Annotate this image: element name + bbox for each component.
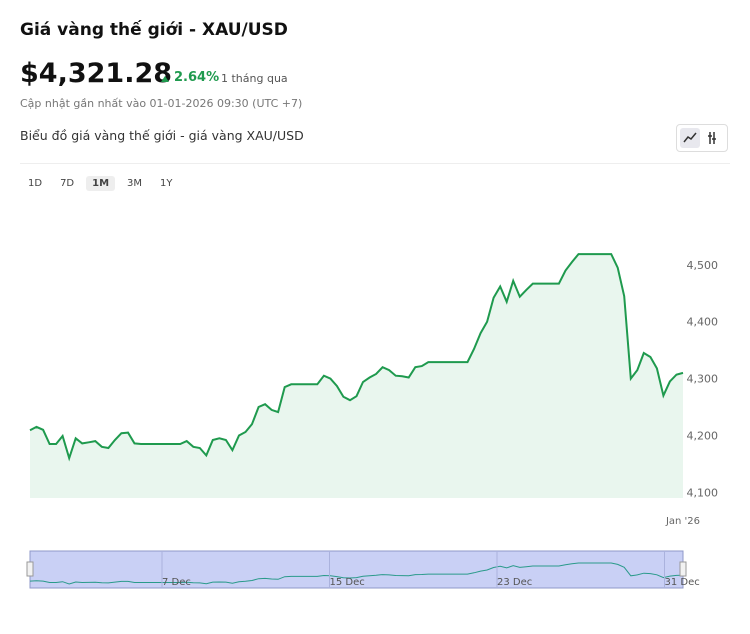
y-tick-label: 4,100 [687, 486, 719, 499]
navigator-handle[interactable] [26, 561, 34, 577]
chart-heading: Biểu đồ giá vàng thế giới - giá vàng XAU… [20, 128, 304, 143]
title: Giá vàng thế giới - XAU/USD [20, 20, 288, 40]
tool-icons[interactable] [677, 125, 727, 151]
price: $4,321.28 [20, 58, 173, 89]
price-line [29, 253, 684, 462]
navigator-label: 15 Dec [330, 577, 365, 588]
range-button[interactable]: 1M [86, 176, 116, 191]
separator [20, 163, 730, 164]
area [30, 254, 683, 498]
range-button[interactable]: 7D [60, 178, 75, 189]
navigator [29, 550, 684, 589]
up-arrow [161, 76, 169, 82]
navigator-line [29, 562, 684, 585]
x-tick-label: Jan '26 [665, 516, 700, 527]
change: 2.64% [174, 70, 220, 85]
y-tick-label: 4,400 [687, 316, 719, 329]
range-buttons: 1D 7D 1M 3M 1Y [22, 176, 179, 191]
range-button[interactable]: 1D [28, 178, 43, 189]
y-tick-label: 4,200 [687, 429, 719, 442]
navigator-handle[interactable] [679, 561, 687, 577]
y-tick-label: 4,500 [687, 259, 719, 272]
range-button[interactable]: 1Y [160, 178, 173, 189]
range-button[interactable]: 3M [127, 178, 143, 189]
navigator-label: 23 Dec [497, 577, 532, 588]
y-tick-label: 4,300 [687, 373, 719, 386]
updated: Cập nhật gần nhất vào 01-01-2026 09:30 (… [20, 97, 303, 110]
chart-tools [676, 124, 728, 152]
navigator-label: 31 Dec [665, 577, 700, 588]
period: 1 tháng qua [221, 72, 288, 85]
navigator-label: 7 Dec [162, 577, 191, 588]
